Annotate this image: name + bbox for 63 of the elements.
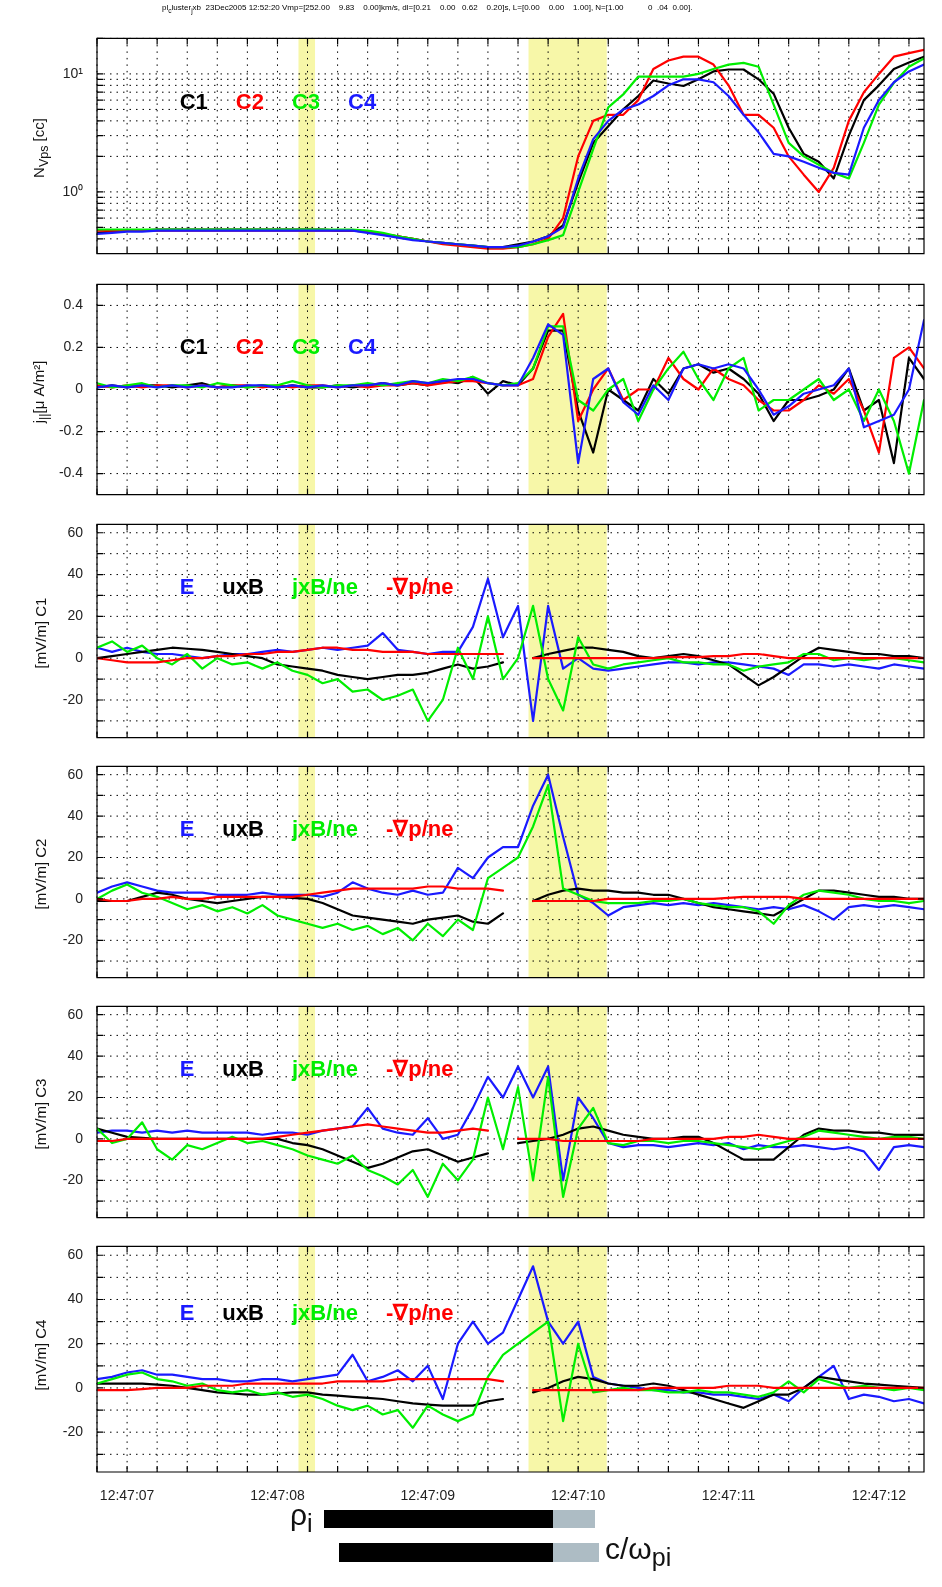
y-tick-label: 20 [67,607,84,624]
y-tick-label: 60 [67,1246,84,1263]
text: c/ω$_{pi}$ [605,1532,672,1571]
text: -∇p/ne [385,574,454,600]
y-tick-label: 60 [67,765,84,782]
y-axis-title: [mV/m] C3 [31,1078,49,1150]
y-tick-label: -0.4 [58,464,84,481]
y-tick-label: 10⁰ [62,182,83,199]
y-tick-label: 40 [67,1046,84,1063]
x-tick-label: 12:47:08 [250,1487,305,1504]
y-tick-label: 0 [75,889,84,906]
text: -∇p/ne [385,815,454,841]
chart-title: pl$_{c}$luster$_{j}$xb 23Dec2005 12:52:20 Vmp=[252.00 9.83 0.00]km/s, dl=[0.21 0.00 0.62 0.20]s, L=[0.00 0.00 1.00], N=[1.00 0 .04 0.00]. [162,3,693,14]
y-tick-label: 60 [67,1005,84,1022]
y-tick-label: 20 [67,1088,84,1105]
y-tick-label: 20 [67,1334,84,1351]
x-tick-label: 12:47:07 [99,1487,155,1504]
text: E [179,1055,195,1081]
x-tick-label: 12:47:10 [550,1487,606,1504]
text: C1 [179,89,208,115]
y-tick-label: 0.2 [63,338,84,355]
y-tick-label: -20 [62,931,84,948]
x-tick-label: 12:47:11 [701,1487,756,1504]
y-tick-label: 0 [75,1378,84,1395]
text: E [179,815,195,841]
text: uxB [222,1300,264,1326]
series-label: C3 [291,333,321,359]
text: jxB/ne [290,574,358,600]
y-tick-label: 0 [75,649,84,666]
text: jxB/ne [290,1055,358,1081]
y-tick-label: 20 [67,848,84,865]
series-label: C1 [179,333,208,359]
text: uxB [222,574,264,600]
y-tick-label: -20 [62,690,84,707]
y-axis-title: [mV/m] C2 [31,838,49,910]
text: C2 [235,89,264,115]
y-tick-label: 40 [67,1290,84,1307]
y-tick-label: 0.4 [63,296,84,313]
y-tick-label: 10¹ [62,64,84,81]
text: C4 [348,89,377,115]
y-tick-label: -20 [62,1423,84,1440]
y-tick-label: -20 [62,1171,84,1188]
y-tick-label: 40 [67,806,84,823]
series-label: C2 [235,333,264,359]
y-tick-label: -0.2 [58,422,84,439]
text: C3 [291,89,321,115]
text: E [179,1300,195,1326]
y-axis-title: [mV/m] C1 [31,597,49,669]
y-tick-label: 60 [67,523,84,540]
y-axis-title: [mV/m] C4 [31,1319,49,1391]
text: jxB/ne [290,815,358,841]
text: jxB/ne [290,1300,358,1326]
x-tick-label: 12:47:09 [400,1487,456,1504]
y-tick-label: 40 [67,565,84,582]
y-tick-label: 0 [75,1129,84,1146]
text: -∇p/ne [385,1300,454,1326]
text: -∇p/ne [385,1055,454,1081]
y-tick-label: 0 [75,380,84,397]
text: uxB [222,1055,264,1081]
text: E [179,574,195,600]
series-label: C4 [348,333,377,359]
x-tick-label: 12:47:12 [851,1487,907,1504]
text: uxB [222,815,264,841]
